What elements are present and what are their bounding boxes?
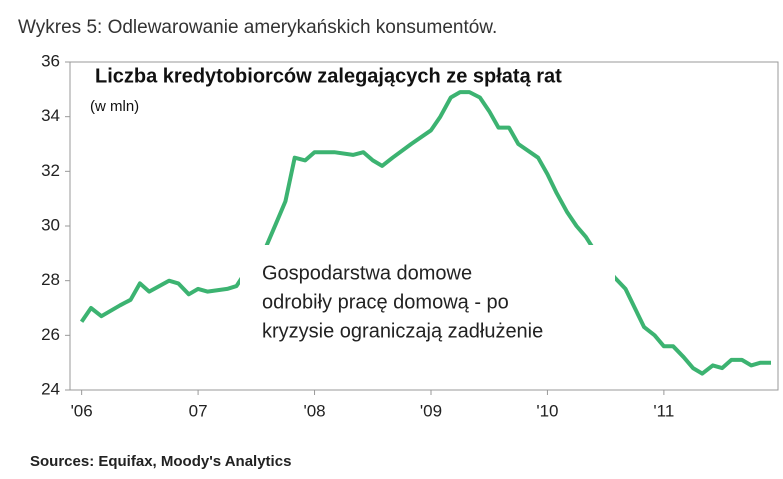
- y-tick-label: 30: [41, 215, 60, 234]
- x-tick-label: '09: [420, 401, 442, 420]
- source: Sources: Equifax, Moody's Analytics: [30, 453, 291, 470]
- x-tick-label: '11: [653, 401, 674, 420]
- y-tick-label: 32: [41, 161, 60, 180]
- annotation: odrobiły pracę domową - po: [262, 291, 509, 313]
- x-tick-label: 07: [189, 401, 208, 420]
- annotation-box: [240, 245, 615, 358]
- x-tick-label: '10: [536, 401, 558, 420]
- chart-title: Liczba kredytobiorców zalegających ze sp…: [95, 65, 562, 87]
- x-tick-label: '06: [71, 401, 93, 420]
- page-header: Wykres 5: Odlewarowanie amerykańskich ko…: [18, 17, 497, 38]
- y-tick-label: 34: [41, 106, 60, 125]
- annotation: kryzysie ograniczają zadłużenie: [262, 320, 543, 342]
- y-tick-label: 28: [41, 270, 60, 289]
- y-tick-label: 24: [41, 379, 60, 398]
- y-tick-label: 26: [41, 325, 60, 344]
- x-tick-label: '08: [303, 401, 325, 420]
- chart-subtitle: (w mln): [90, 98, 139, 115]
- y-tick-label: 36: [41, 51, 60, 70]
- annotation: Gospodarstwa domowe: [262, 262, 472, 284]
- data-line: [79, 90, 771, 376]
